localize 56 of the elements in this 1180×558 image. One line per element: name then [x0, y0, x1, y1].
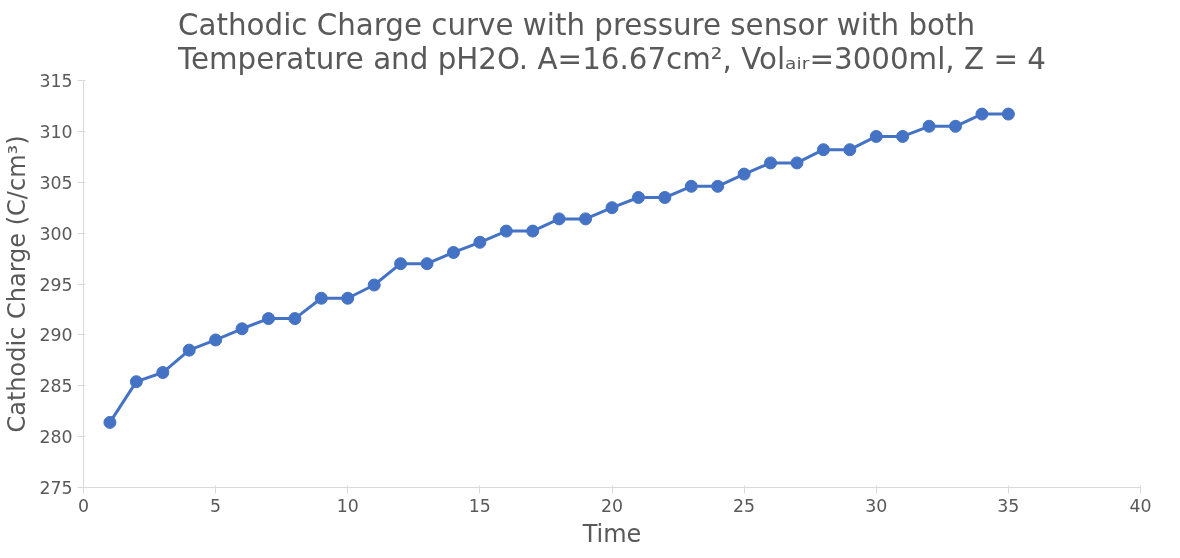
point: [420, 257, 434, 271]
y-axis-title: Cathodic Charge (C/cm³): [3, 135, 32, 433]
y-tick-label: 275: [39, 478, 73, 498]
x-tick-label: 0: [77, 495, 90, 516]
point: [975, 107, 989, 121]
point: [737, 167, 751, 181]
point: [711, 179, 725, 193]
y-tick-label: 285: [39, 376, 73, 397]
point: [816, 143, 830, 157]
point: [526, 224, 540, 238]
x-tick-label: 15: [468, 495, 491, 516]
point: [288, 312, 302, 326]
point: [684, 179, 698, 193]
point: [631, 191, 645, 204]
point: [156, 366, 170, 380]
y-tick-label: 300: [39, 223, 73, 244]
y-tick-label: 295: [39, 274, 73, 295]
x-tick-label: 40: [1129, 495, 1152, 516]
point: [1001, 107, 1015, 121]
y-tick-label: 315: [39, 71, 73, 91]
y-tick-label: 280: [39, 427, 73, 448]
point: [896, 129, 910, 143]
x-tick-label: 5: [210, 495, 222, 516]
point: [367, 278, 381, 292]
y-tick-label: 305: [39, 172, 73, 193]
point: [209, 333, 223, 347]
point: [103, 415, 117, 429]
y-tick-label: 310: [39, 121, 73, 142]
point: [473, 235, 487, 249]
point: [790, 156, 804, 170]
point: [261, 312, 275, 326]
x-tick-label: 20: [600, 495, 624, 516]
point: [341, 291, 355, 305]
point: [764, 156, 778, 170]
point: [949, 119, 963, 133]
point: [314, 291, 328, 305]
point: [446, 245, 460, 259]
x-tick-label: 10: [336, 495, 359, 516]
point: [552, 212, 566, 226]
x-tick-label: 30: [865, 495, 888, 516]
point: [182, 343, 196, 357]
point: [605, 201, 619, 215]
point: [129, 375, 143, 389]
point: [499, 224, 513, 238]
y-tick-label: 290: [39, 325, 73, 346]
point: [394, 257, 408, 271]
x-axis-title: Time: [581, 519, 642, 548]
point: [922, 119, 936, 133]
point: [235, 322, 249, 336]
point: [579, 212, 593, 226]
point: [658, 191, 672, 204]
chart-title: Cathodic Charge curve with pressure sensor with both Temperature and pH2O. A=16.67cm², Volₐᵢᵣ=3000ml, Z = 4: [177, 7, 1046, 76]
point: [869, 129, 883, 143]
point: [843, 143, 857, 157]
x-tick-label: 35: [997, 495, 1020, 516]
x-tick-label: 25: [733, 495, 756, 516]
